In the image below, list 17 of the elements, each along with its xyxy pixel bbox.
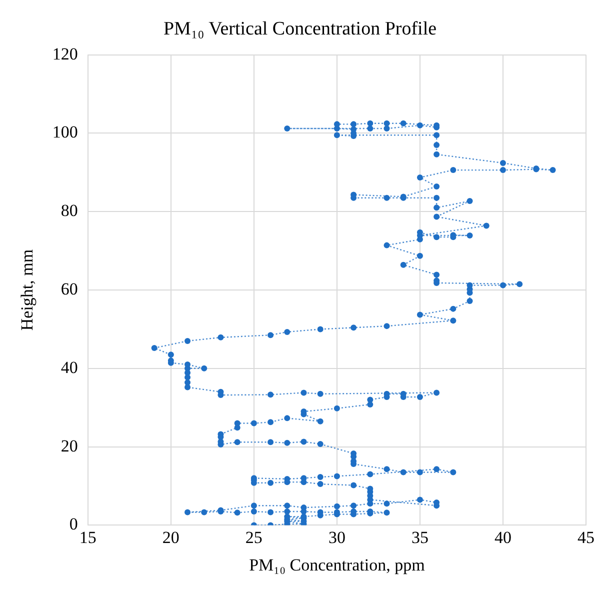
x-tick-label: 45 — [578, 528, 594, 547]
x-tick-label: 30 — [328, 528, 346, 547]
y-tick-label: 0 — [69, 514, 78, 534]
x-tick-label: 35 — [411, 528, 428, 547]
x-tick-label: 15 — [79, 528, 96, 547]
y-tick-label: 60 — [60, 279, 78, 298]
y-tick-label: 40 — [60, 358, 78, 377]
y-tick-label: 20 — [60, 436, 78, 456]
y-tick-label: 120 — [52, 44, 78, 64]
y-tick-label: 80 — [60, 201, 78, 220]
y-axis-title: Height, mm — [18, 249, 37, 331]
y-tick-label: 100 — [52, 122, 78, 142]
x-axis-title: PM₁₀ Concentration, ppm — [249, 555, 425, 574]
x-tick-label: 20 — [162, 528, 180, 547]
x-tick-label: 40 — [494, 528, 512, 547]
x-tick-label: 25 — [245, 528, 262, 547]
chart-title: PM₁₀ Vertical Concentration Profile — [163, 18, 437, 40]
